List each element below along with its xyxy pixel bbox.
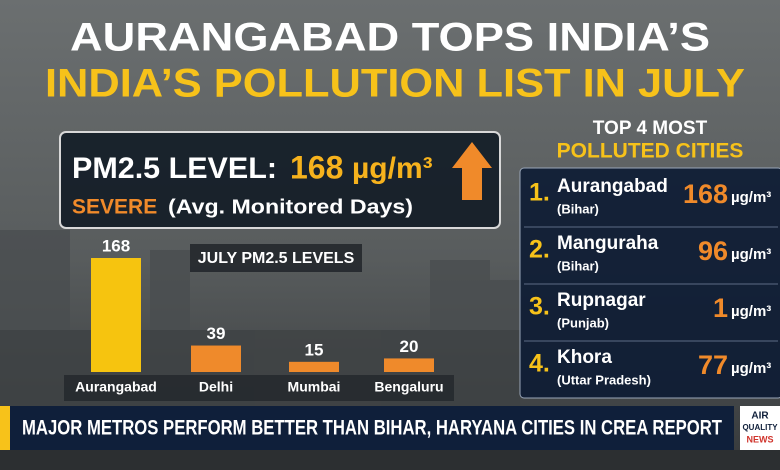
- city-state: (Punjab): [557, 315, 609, 330]
- ranking-title: TOP 4 MOST: [593, 118, 708, 139]
- callout-unit: µg/m³: [352, 152, 433, 185]
- ranking-panel: TOP 4 MOST POLLUTED CITIES 1. Aurangabad (…: [519, 118, 780, 399]
- city-value: 168: [683, 179, 728, 209]
- rank: 2.: [529, 236, 550, 264]
- callout-box: [59, 131, 501, 229]
- bar: [289, 361, 339, 372]
- logo-text: QUALITY: [742, 423, 778, 432]
- rank: 3.: [529, 293, 550, 321]
- logo-text: AIR: [751, 411, 769, 422]
- headline-line2: INDIA’S POLLUTION LIST IN JULY: [45, 62, 745, 106]
- city-name: Rupnagar: [557, 290, 646, 311]
- x-tick-label: Bengaluru: [374, 379, 443, 395]
- city-name: Aurangabad: [557, 176, 668, 197]
- callout-value: 168: [290, 149, 343, 185]
- city-state: (Bihar): [557, 258, 599, 273]
- rank: 4.: [529, 350, 550, 378]
- value-label: 168: [102, 236, 130, 255]
- ranking-title: POLLUTED CITIES: [557, 140, 744, 163]
- city-state: (Bihar): [557, 201, 599, 216]
- callout-severity: SEVERE: [72, 196, 157, 219]
- x-tick-label: Delhi: [199, 379, 233, 395]
- value-label: 39: [207, 324, 226, 343]
- up-arrow: [452, 142, 492, 200]
- city-value: 96: [698, 236, 728, 266]
- bottom-band: [0, 450, 780, 470]
- city-value: 1: [713, 293, 728, 323]
- city-unit: µg/m³: [731, 189, 771, 206]
- city-state: (Uttar Pradesh): [557, 372, 651, 387]
- bar: [191, 345, 241, 372]
- headline-line1: AURANGABAD TOPS INDIA’S: [70, 16, 710, 60]
- city-unit: µg/m³: [731, 360, 771, 377]
- ranking-box: [519, 167, 780, 399]
- chart-title: JULY PM2.5 LEVELS: [198, 250, 355, 267]
- category-strip: [64, 375, 454, 401]
- ticker-accent: [0, 406, 10, 450]
- bar: [91, 258, 141, 372]
- logo-box: [740, 406, 780, 450]
- bar: [384, 358, 434, 372]
- logo-text: NEWS: [747, 434, 774, 444]
- value-label: 15: [305, 340, 324, 359]
- x-tick-label: Aurangabad: [75, 379, 157, 395]
- x-tick-label: Mumbai: [288, 379, 341, 395]
- rank: 1.: [529, 179, 550, 207]
- callout-note: (Avg. Monitored Days): [168, 196, 413, 218]
- ticker-bar: [0, 406, 734, 450]
- city-unit: µg/m³: [731, 303, 771, 320]
- value-label: 20: [400, 337, 419, 356]
- callout-label: PM2.5 LEVEL:: [72, 152, 277, 185]
- city-name: Manguraha: [557, 233, 659, 254]
- chart-title-bg: [190, 244, 362, 272]
- ticker-text: MAJOR METROS PERFORM BETTER THAN BIHAR, …: [22, 417, 722, 440]
- city-unit: µg/m³: [731, 246, 771, 263]
- city-name: Khora: [557, 347, 612, 368]
- city-value: 77: [698, 350, 728, 380]
